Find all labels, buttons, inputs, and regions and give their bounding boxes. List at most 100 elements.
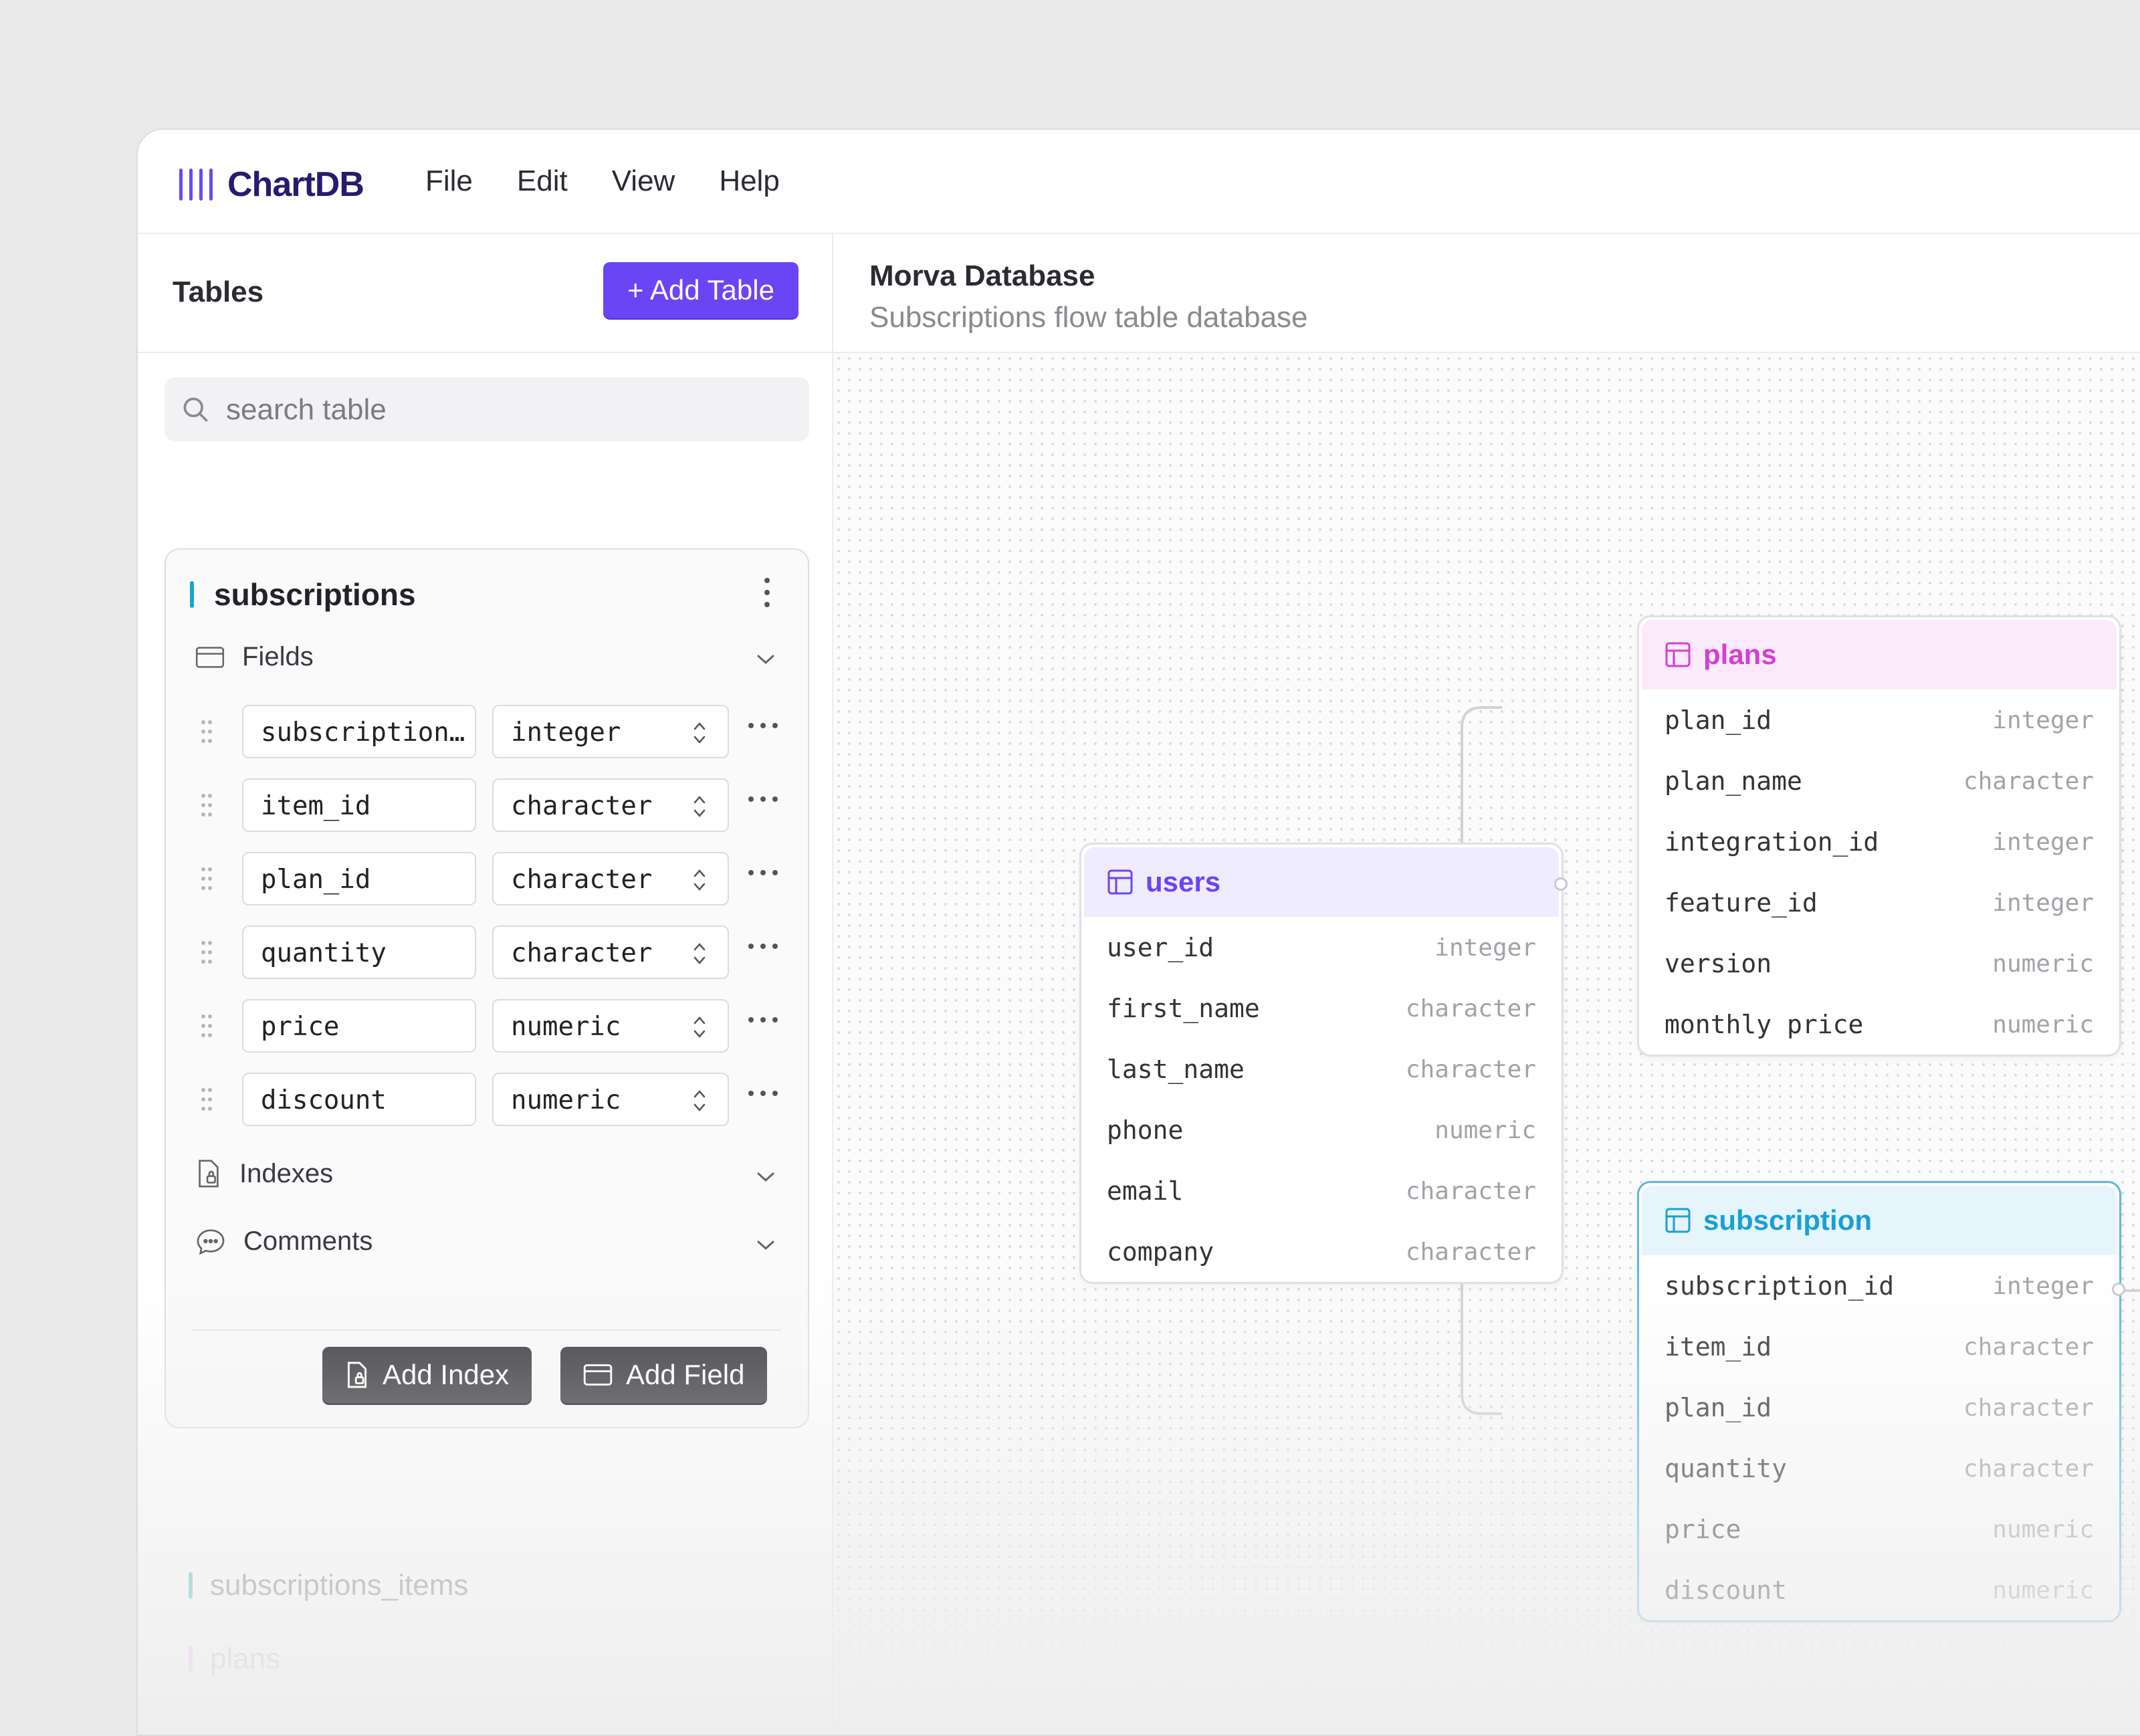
more-horizontal-icon[interactable] [748,1090,778,1097]
menu-file[interactable]: File [425,165,473,197]
column-type: integer [1992,829,2094,856]
menu-view[interactable]: View [611,165,675,197]
database-name[interactable]: Morva Database [869,259,1095,292]
table-color-bar [189,1572,193,1599]
column-type: integer [1992,889,2094,917]
entity-subscription[interactable]: subscription subscription_id integer item… [1637,1181,2121,1622]
entity-row[interactable]: integration_id integer [1639,811,2119,872]
column-type: character [1963,1333,2094,1361]
more-horizontal-icon[interactable] [748,943,778,950]
add-index-button[interactable]: Add Index [322,1347,532,1403]
chevron-down-icon[interactable] [756,653,776,666]
more-horizontal-icon[interactable] [748,722,778,729]
diagram-canvas[interactable]: users user_id integer first_name character… [833,353,2140,1735]
field-type-select[interactable]: numeric [492,999,729,1053]
column-name: phone [1107,1115,1184,1145]
column-name: feature_id [1665,888,1818,917]
drag-handle-icon[interactable] [199,792,214,819]
indexes-section-toggle[interactable]: Indexes [195,1158,333,1189]
app-logo[interactable]: ChartDB [179,165,364,205]
expanded-table-title[interactable]: subscriptions [190,576,416,613]
entity-row[interactable]: monthly price numeric [1639,994,2119,1055]
entity-row[interactable]: discount numeric [1639,1559,2119,1620]
connection-handle[interactable] [2112,1283,2125,1296]
entity-row[interactable]: company character [1081,1221,1562,1282]
drag-handle-icon[interactable] [199,1012,214,1039]
field-type-select[interactable]: character [492,852,729,905]
sidebar-item-label: plans [210,1642,281,1675]
entity-row[interactable]: last_name character [1081,1039,1562,1099]
entity-row[interactable]: plan_name character [1639,750,2119,811]
logo-icon [179,169,213,201]
field-name-input[interactable]: quantity [242,926,476,979]
drag-handle-icon[interactable] [199,718,214,745]
chevron-down-icon[interactable] [756,1238,776,1252]
column-name: monthly price [1665,1010,1864,1039]
drag-handle-icon[interactable] [199,1086,214,1113]
more-horizontal-icon[interactable] [748,869,778,876]
drag-handle-icon[interactable] [199,865,214,892]
column-type: character [1405,995,1536,1022]
entity-header[interactable]: plans [1642,620,2117,689]
select-arrows-icon [693,943,706,964]
entity-row[interactable]: feature_id integer [1639,872,2119,933]
main-menu: File Edit View Help [425,165,780,198]
field-name-input[interactable]: item_id [242,778,476,832]
entity-row[interactable]: plan_id character [1639,1377,2119,1438]
more-horizontal-icon[interactable] [748,796,778,802]
entity-row[interactable]: email character [1081,1160,1562,1221]
field-name-input[interactable]: subscription… [242,705,476,758]
column-type: numeric [1992,950,2094,978]
entity-row[interactable]: first_name character [1081,978,1562,1039]
select-arrows-icon [693,796,706,817]
entity-header[interactable]: subscription [1642,1186,2117,1255]
more-horizontal-icon[interactable] [748,1016,778,1023]
column-name: email [1107,1176,1184,1206]
search-box[interactable] [165,377,809,443]
entity-row[interactable]: plan_id integer [1639,689,2119,750]
menu-edit[interactable]: Edit [516,165,568,197]
entity-users[interactable]: users user_id integer first_name character… [1079,843,1564,1284]
sidebar-item-subscriptions-items[interactable]: subscriptions_items [189,1569,468,1602]
chevron-down-icon[interactable] [756,1170,776,1184]
column-name: company [1107,1237,1214,1267]
field-name-input[interactable]: discount [242,1073,476,1126]
fields-section-toggle[interactable]: Fields [195,642,314,672]
entity-row[interactable]: subscription_id integer [1639,1255,2119,1316]
entity-row[interactable]: price numeric [1639,1499,2119,1559]
field-name-input[interactable]: plan_id [242,852,476,905]
field-row: price numeric [199,999,788,1055]
field-type-select[interactable]: character [492,926,729,979]
drag-handle-icon[interactable] [199,939,214,966]
fields-icon [195,646,225,668]
connection-handle[interactable] [1554,877,1568,891]
entity-title: plans [1703,639,1777,670]
entity-row[interactable]: user_id integer [1081,917,1562,978]
field-name-input[interactable]: price [242,999,476,1053]
entity-title: users [1146,866,1221,897]
app-name: ChartDB [227,165,364,204]
search-input[interactable] [225,377,802,443]
entity-row[interactable]: quantity character [1639,1438,2119,1499]
field-type-value: character [511,791,653,821]
add-field-button[interactable]: Add Field [560,1347,768,1403]
column-type: character [1963,1394,2094,1422]
sidebar-item-plans[interactable]: plans [189,1642,280,1676]
index-icon [199,1160,219,1188]
comments-section-toggle[interactable]: Comments [195,1226,372,1257]
column-type: character [1405,1238,1536,1266]
add-table-button[interactable]: + Add Table [603,262,798,318]
entity-row[interactable]: version numeric [1639,933,2119,994]
table-icon [1107,869,1133,895]
comments-label: Comments [243,1226,373,1256]
entity-row[interactable]: phone numeric [1081,1099,1562,1160]
entity-header[interactable]: users [1084,847,1559,917]
entity-plans[interactable]: plans plan_id integer plan_name character … [1637,615,2121,1057]
field-type-select[interactable]: character [492,778,729,832]
more-vertical-icon[interactable] [764,576,770,609]
column-name: item_id [1665,1332,1772,1362]
entity-row[interactable]: item_id character [1639,1316,2119,1377]
field-type-select[interactable]: numeric [492,1073,729,1126]
menu-help[interactable]: Help [719,165,780,197]
field-type-select[interactable]: integer [492,705,729,758]
